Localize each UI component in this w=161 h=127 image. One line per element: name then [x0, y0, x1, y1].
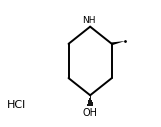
- Text: NH: NH: [83, 16, 96, 25]
- Text: OH: OH: [83, 108, 98, 118]
- Polygon shape: [111, 41, 125, 45]
- Text: HCl: HCl: [6, 100, 26, 110]
